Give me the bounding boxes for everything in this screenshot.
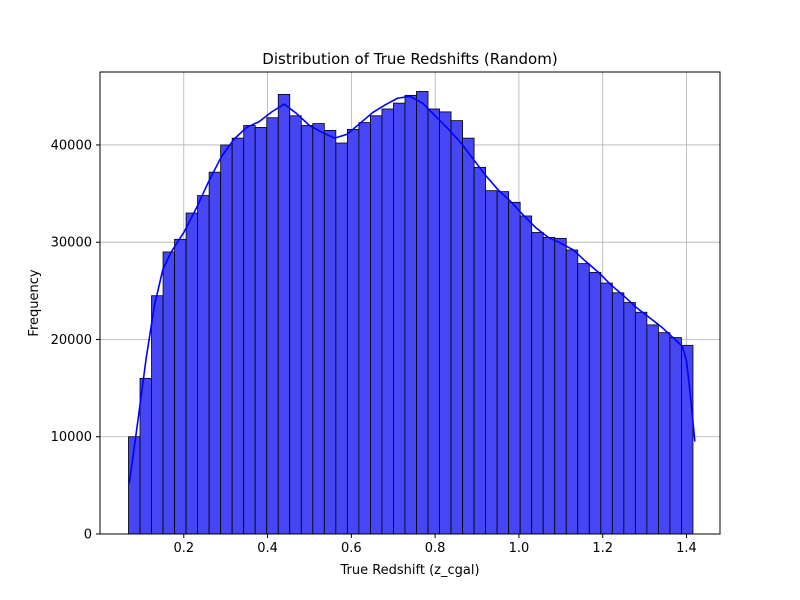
plot-frame (99, 71, 721, 535)
histogram-bar (174, 238, 187, 535)
y-tick-label: 0 (84, 528, 92, 543)
histogram-bar (277, 93, 291, 535)
histogram-bar (162, 251, 175, 535)
chart-title: Distribution of True Redshifts (Random) (262, 50, 557, 68)
histogram-bar (439, 111, 452, 535)
histogram-bar (197, 195, 210, 535)
histogram-bar (208, 171, 222, 535)
x-tick-label: 1.4 (676, 541, 697, 556)
x-tick-label: 1.0 (509, 541, 530, 556)
y-axis-label: Frequency (27, 269, 42, 336)
y-tick-label: 30000 (51, 236, 92, 251)
histogram-bar (600, 282, 613, 535)
histogram-bar (588, 271, 602, 535)
histogram-bar (658, 332, 671, 535)
histogram-bar (300, 125, 314, 535)
x-tick-label: 0.6 (341, 541, 362, 556)
histogram-bar (427, 108, 440, 535)
histogram-bar (381, 108, 394, 535)
histogram-bar (220, 144, 233, 535)
histogram-bar (289, 115, 302, 535)
x-tick-label: 0.2 (173, 541, 194, 556)
histogram-bar (416, 91, 429, 535)
histogram-bar (312, 123, 325, 535)
y-tick-label: 20000 (51, 333, 92, 348)
histogram-bar (669, 337, 682, 535)
kde-layer (128, 95, 696, 484)
histogram-bar (254, 127, 268, 535)
histogram-bar (243, 125, 256, 535)
histogram-bar (450, 120, 463, 535)
histogram-bar (231, 137, 245, 535)
histogram-bar (370, 115, 383, 535)
histogram-bar (335, 142, 348, 535)
histogram-bar (554, 237, 567, 535)
histogram-bar (565, 249, 579, 535)
bars-layer (128, 91, 694, 535)
histogram-bar (139, 377, 152, 535)
histogram-bar (346, 128, 360, 535)
histogram-bar (323, 129, 337, 535)
histogram-bar (358, 122, 371, 535)
histogram-bar (634, 311, 648, 535)
histogram-bar (185, 212, 199, 535)
y-tick-label: 10000 (51, 430, 92, 445)
histogram-bar (531, 232, 544, 535)
histogram-bar (542, 236, 556, 535)
histogram-bar (393, 102, 406, 535)
histogram-bar (151, 295, 164, 535)
x-tick-label: 1.2 (592, 541, 613, 556)
histogram-bar (646, 324, 659, 535)
histogram-bar (611, 292, 625, 535)
x-tick-label: 0.8 (425, 541, 446, 556)
histogram-bar (508, 201, 521, 535)
histogram-bar (266, 117, 279, 535)
x-tick-label: 0.4 (257, 541, 278, 556)
ticks-layer: 0.2 0.4 0.6 0.8 1.0 1.2 1.4 0 10000 20000 30000 400… (51, 138, 697, 556)
kde-line (128, 95, 696, 484)
histogram-bar (496, 191, 510, 535)
histogram-bar (485, 190, 498, 535)
histogram-bar (577, 263, 590, 535)
histogram-bar (623, 302, 636, 535)
histogram-bar (462, 137, 475, 535)
histogram-bar (519, 215, 533, 535)
x-axis-label: True Redshift (z_cgal) (339, 563, 479, 578)
histogram-bar (473, 166, 487, 535)
y-tick-label: 40000 (51, 138, 92, 153)
histogram-bar (404, 94, 417, 535)
